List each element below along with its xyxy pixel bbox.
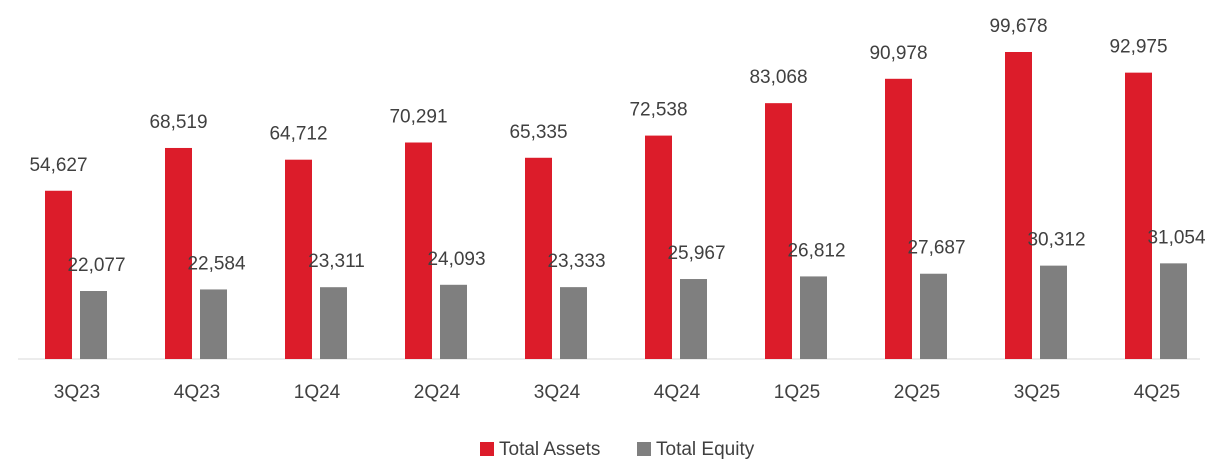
bar [1160,263,1187,359]
x-tick-label: 3Q25 [1014,382,1060,403]
x-tick-label: 3Q24 [534,382,581,403]
data-label: 70,291 [389,107,447,128]
bar [1005,52,1032,359]
data-label: 64,712 [269,124,327,145]
x-tick-label: 3Q23 [54,382,100,403]
bar [1040,265,1067,359]
data-label: 99,678 [989,16,1047,37]
legend-label: Total Assets [499,439,600,460]
bar [680,279,707,359]
x-tick-label: 4Q23 [174,382,220,403]
data-label: 26,812 [787,240,845,261]
data-label: 23,311 [308,251,365,272]
data-label: 54,627 [29,155,87,176]
data-label: 92,975 [1109,37,1167,58]
data-label: 22,584 [187,253,246,274]
x-tick-label: 4Q25 [1134,382,1180,403]
x-tick-label: 2Q25 [894,382,940,403]
data-label: 25,967 [667,243,725,264]
bar [525,157,552,359]
bar [1125,72,1152,359]
bar [885,78,912,359]
data-label: 83,068 [749,67,807,88]
data-label: 72,538 [629,100,687,121]
bar [645,135,672,359]
bar [405,142,432,359]
legend-swatch [480,442,494,456]
x-tick-label: 4Q24 [654,382,701,403]
x-tick-label: 2Q24 [414,382,461,403]
bar [560,287,587,359]
x-tick-label: 1Q24 [294,382,341,403]
data-label: 68,519 [149,112,207,133]
legend-label: Total Equity [656,439,755,460]
data-label: 23,333 [547,251,605,272]
bar [320,287,347,359]
bar [80,291,107,359]
data-label: 30,312 [1027,230,1085,251]
bar [920,273,947,359]
bar [765,103,792,359]
bar [45,190,72,359]
data-label: 24,093 [427,249,485,270]
bar [800,276,827,359]
bar [440,284,467,359]
data-label: 22,077 [67,255,125,276]
bar [285,159,312,359]
bar [200,289,227,359]
bar [165,147,192,359]
data-label: 90,978 [869,43,927,64]
data-label: 31,054 [1147,227,1206,248]
x-tick-label: 1Q25 [774,382,820,403]
legend-swatch [637,442,651,456]
data-label: 65,335 [509,122,567,143]
data-label: 27,687 [907,238,965,259]
